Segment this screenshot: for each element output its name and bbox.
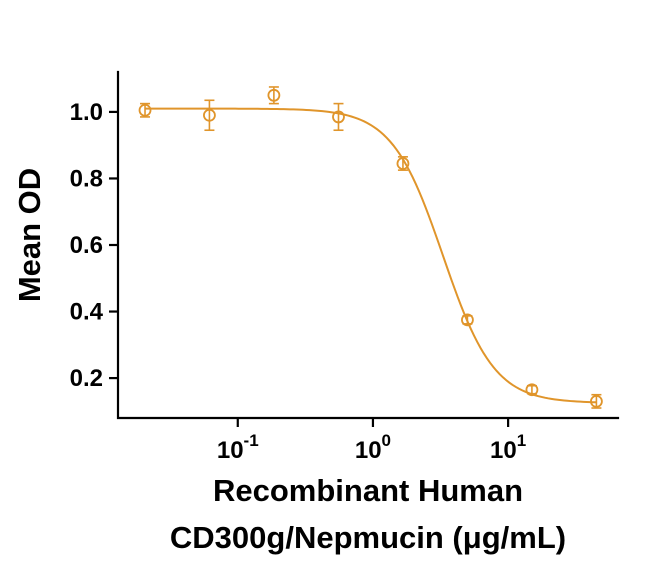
fit-curve bbox=[145, 107, 597, 404]
y-tick-label: 1.0 bbox=[70, 99, 103, 126]
x-axis-label-line1: Recombinant Human bbox=[212, 473, 524, 508]
data-point-marker bbox=[590, 394, 603, 408]
y-tick-label: 0.4 bbox=[70, 299, 104, 326]
data-points bbox=[138, 88, 603, 408]
x-tick-label: 10-1 bbox=[217, 431, 259, 464]
axes: 0.2 0.4 0.6 0.8 1.0 10-1 100 101 bbox=[70, 70, 620, 464]
data-point-marker bbox=[267, 88, 281, 102]
x-tick-label: 100 bbox=[355, 431, 391, 464]
data-point-marker bbox=[203, 108, 216, 122]
y-tick-label: 0.8 bbox=[70, 165, 103, 192]
x-tick-label: 101 bbox=[490, 431, 526, 464]
x-axis-label: Recombinant Human CD300g/Nepmucin (μg/mL… bbox=[102, 468, 634, 561]
data-point-marker bbox=[332, 110, 345, 124]
data-point-marker bbox=[461, 313, 474, 327]
error-bars bbox=[140, 86, 602, 409]
y-tick-label: 0.2 bbox=[70, 365, 103, 392]
x-axis-label-line2: CD300g/Nepmucin (μg/mL) bbox=[169, 519, 567, 555]
data-point-marker bbox=[396, 157, 410, 170]
y-axis-label: Mean OD bbox=[12, 167, 47, 303]
data-point-marker bbox=[525, 383, 539, 397]
y-tick-label: 0.6 bbox=[70, 232, 103, 259]
data-point-marker bbox=[138, 103, 152, 117]
